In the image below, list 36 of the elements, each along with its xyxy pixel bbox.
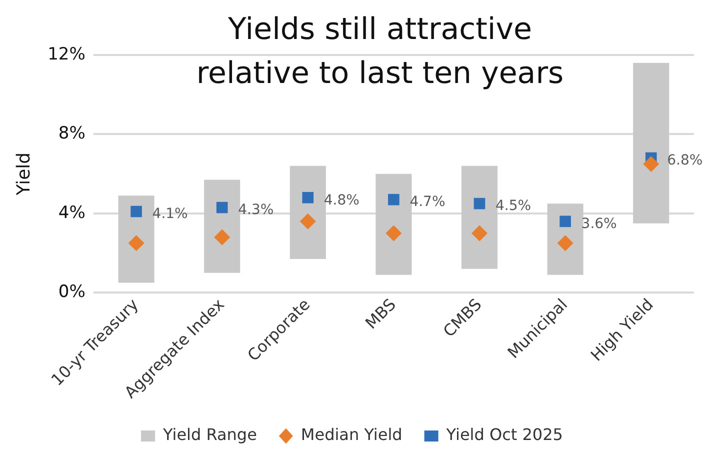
y-axis-title: Yield [13,152,34,196]
point [386,225,402,242]
data-label: 6.8% [667,152,703,169]
y-tick-label: 12% [48,44,86,64]
bar [461,166,498,269]
bar [547,204,584,275]
data-label: 4.1% [152,206,188,222]
data-label: 4.7% [410,194,446,210]
bar [376,174,412,275]
bar [290,166,326,260]
point [557,235,574,252]
legend-label: Yield Range [162,425,257,444]
bar [633,62,670,224]
data-label: 4.5% [495,198,532,214]
point [560,216,571,228]
point [300,213,316,230]
point [214,229,230,246]
point [302,192,314,204]
y-tick-label: 4% [58,202,86,223]
legend-label: Median Yield [300,425,402,444]
point [130,206,142,218]
data-label: 3.6% [581,216,617,232]
bar [118,196,154,283]
legend-label: Yield Oct 2025 [445,425,563,444]
point [643,156,660,172]
y-tick-label: 8% [58,124,86,144]
chart-title: Yields still attractive relative to last ten years [195,11,565,93]
point [388,194,400,206]
point [474,198,486,210]
bar [204,180,240,273]
point [471,225,488,242]
y-tick-label: 0% [58,282,86,302]
data-label: 4.8% [324,192,360,208]
point [128,235,144,252]
data-label: 4.3% [238,202,274,218]
point [216,202,228,214]
